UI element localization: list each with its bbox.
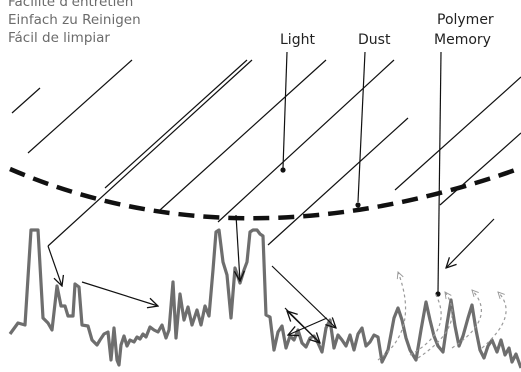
memory-arc	[417, 292, 453, 359]
memory-recovery-arcs	[377, 272, 507, 361]
memory-arc	[377, 272, 407, 361]
arrow-into-center-peak	[236, 214, 240, 281]
light-ray	[27, 59, 133, 154]
arrow-down-into-peak	[47, 245, 62, 286]
leader-dust	[357, 51, 366, 203]
label-polymer: Polymer	[437, 12, 494, 28]
light-rays	[11, 59, 521, 247]
light-ray	[11, 87, 41, 114]
arrow-reflect-left	[288, 317, 328, 335]
caption-spanish: Fácil de limpiar	[8, 30, 110, 46]
light-ray	[267, 117, 409, 246]
leader-dot-dust	[355, 202, 361, 208]
light-ray	[439, 132, 521, 206]
leader-polymer	[437, 51, 442, 293]
light-ray	[47, 59, 253, 247]
reflection-arrows	[47, 214, 495, 344]
light-ray	[159, 59, 327, 211]
memory-arc	[409, 292, 442, 356]
light-ray	[217, 59, 395, 223]
leader-lines	[282, 51, 442, 293]
light-ray	[104, 59, 248, 189]
caption-french: Facilité d'entretien	[8, 0, 134, 10]
arrow-ray-right	[446, 218, 495, 268]
arrow-bounce-up	[287, 311, 321, 344]
memory-arc	[481, 292, 507, 349]
light-ray	[394, 76, 521, 191]
polymer-surface-line	[8, 228, 521, 369]
label-memory: Memory	[434, 32, 491, 48]
leader-dot-light	[280, 167, 286, 173]
label-light: Light	[280, 32, 315, 48]
caption-block: Facilité d'entretien Einfach zu Reinigen…	[8, 0, 141, 47]
arrow-deflect-right	[271, 265, 336, 328]
label-dust: Dust	[358, 32, 391, 48]
leader-light	[282, 51, 288, 169]
caption-german: Einfach zu Reinigen	[8, 12, 141, 28]
arrow-into-valley	[81, 281, 158, 306]
